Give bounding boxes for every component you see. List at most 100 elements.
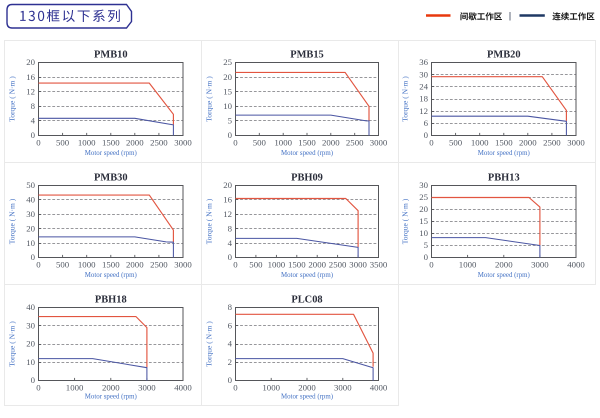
svg-text:1000: 1000 (78, 260, 96, 270)
svg-text:30: 30 (26, 209, 35, 219)
svg-text:25: 25 (223, 57, 232, 67)
svg-text:3500: 3500 (370, 260, 388, 270)
svg-text:30: 30 (419, 180, 428, 190)
svg-text:0: 0 (36, 138, 41, 148)
svg-text:PMB30: PMB30 (94, 173, 127, 184)
svg-text:0: 0 (31, 252, 36, 262)
svg-text:15: 15 (419, 216, 428, 226)
svg-text:16: 16 (223, 195, 232, 205)
svg-text:10: 10 (26, 238, 35, 248)
svg-text:PMB15: PMB15 (290, 50, 323, 61)
svg-text:0: 0 (429, 260, 434, 270)
svg-text:Torque ( N·m ): Torque ( N·m ) (8, 321, 17, 367)
svg-text:500: 500 (56, 260, 70, 270)
svg-text:4: 4 (31, 116, 36, 126)
svg-text:3000: 3000 (567, 138, 585, 148)
svg-text:2500: 2500 (346, 138, 364, 148)
svg-text:PLC08: PLC08 (291, 295, 322, 306)
svg-text:0: 0 (31, 375, 36, 385)
svg-text:10: 10 (419, 228, 428, 238)
svg-text:0: 0 (233, 383, 238, 393)
svg-text:18: 18 (419, 94, 428, 104)
svg-text:1000: 1000 (459, 260, 477, 270)
svg-text:2500: 2500 (543, 138, 561, 148)
svg-text:0: 0 (36, 383, 41, 393)
svg-text:Motor speed (rpm): Motor speed (rpm) (85, 150, 137, 157)
svg-text:12: 12 (223, 209, 232, 219)
svg-text:40: 40 (26, 195, 35, 205)
svg-text:2000: 2000 (298, 383, 316, 393)
svg-text:20: 20 (26, 339, 35, 349)
svg-text:12: 12 (419, 106, 428, 116)
svg-text:500: 500 (449, 138, 463, 148)
svg-text:2000: 2000 (519, 138, 537, 148)
svg-text:3000: 3000 (531, 260, 549, 270)
svg-text:2000: 2000 (126, 138, 144, 148)
svg-text:Motor speed (rpm): Motor speed (rpm) (281, 272, 333, 279)
svg-text:10: 10 (223, 101, 232, 111)
svg-text:Motor speed (rpm): Motor speed (rpm) (478, 150, 530, 157)
svg-text:PBH13: PBH13 (488, 173, 520, 184)
svg-text:PBH18: PBH18 (95, 295, 127, 306)
svg-text:3000: 3000 (174, 138, 192, 148)
svg-text:40: 40 (26, 302, 35, 312)
svg-text:PBH09: PBH09 (291, 173, 323, 184)
svg-text:3000: 3000 (349, 260, 367, 270)
svg-text:1000: 1000 (262, 383, 280, 393)
svg-text:36: 36 (419, 57, 428, 67)
svg-text:0: 0 (424, 252, 429, 262)
svg-text:2500: 2500 (150, 260, 168, 270)
svg-text:20: 20 (419, 204, 428, 214)
svg-text:PMB10: PMB10 (94, 50, 127, 61)
svg-text:5: 5 (228, 116, 233, 126)
svg-text:2000: 2000 (102, 383, 120, 393)
svg-text:0: 0 (233, 260, 238, 270)
svg-text:Motor speed (rpm): Motor speed (rpm) (478, 272, 530, 279)
svg-text:1500: 1500 (288, 260, 306, 270)
svg-text:2500: 2500 (150, 138, 168, 148)
svg-text:1500: 1500 (102, 138, 120, 148)
svg-text:2000: 2000 (308, 260, 326, 270)
svg-text:25: 25 (419, 192, 428, 202)
svg-text:0: 0 (429, 138, 434, 148)
svg-text:4000: 4000 (567, 260, 585, 270)
svg-text:Motor speed (rpm): Motor speed (rpm) (281, 393, 333, 400)
svg-text:8: 8 (31, 101, 36, 111)
svg-text:Torque ( N·m ): Torque ( N·m ) (205, 198, 214, 244)
svg-text:5: 5 (424, 240, 429, 250)
svg-text:4: 4 (228, 238, 233, 248)
svg-text:3000: 3000 (334, 383, 352, 393)
svg-text:0: 0 (228, 375, 233, 385)
svg-text:4000: 4000 (370, 383, 388, 393)
svg-text:Torque ( N·m ): Torque ( N·m ) (401, 76, 410, 122)
svg-text:1000: 1000 (78, 138, 96, 148)
svg-text:Motor speed (rpm): Motor speed (rpm) (281, 150, 333, 157)
svg-text:16: 16 (26, 72, 35, 82)
svg-text:6: 6 (424, 118, 429, 128)
svg-text:4000: 4000 (174, 383, 192, 393)
svg-text:3000: 3000 (370, 138, 388, 148)
svg-text:1500: 1500 (102, 260, 120, 270)
svg-text:0: 0 (228, 130, 233, 140)
svg-text:30: 30 (26, 320, 35, 330)
svg-text:20: 20 (26, 223, 35, 233)
svg-text:8: 8 (228, 302, 233, 312)
svg-text:2000: 2000 (322, 138, 340, 148)
svg-text:3000: 3000 (138, 383, 156, 393)
svg-text:1000: 1000 (274, 138, 292, 148)
svg-text:500: 500 (253, 138, 267, 148)
svg-text:0: 0 (31, 130, 36, 140)
svg-text:0: 0 (36, 260, 41, 270)
svg-text:1000: 1000 (471, 138, 489, 148)
svg-text:Torque ( N·m ): Torque ( N·m ) (8, 76, 17, 122)
svg-text:20: 20 (223, 72, 232, 82)
svg-text:1000: 1000 (268, 260, 286, 270)
svg-text:24: 24 (419, 82, 428, 92)
svg-text:Torque ( N·m ): Torque ( N·m ) (205, 321, 214, 367)
svg-text:0: 0 (228, 252, 233, 262)
svg-text:2000: 2000 (495, 260, 513, 270)
svg-text:50: 50 (26, 180, 35, 190)
svg-text:20: 20 (223, 180, 232, 190)
svg-text:500: 500 (56, 138, 70, 148)
svg-text:500: 500 (249, 260, 263, 270)
